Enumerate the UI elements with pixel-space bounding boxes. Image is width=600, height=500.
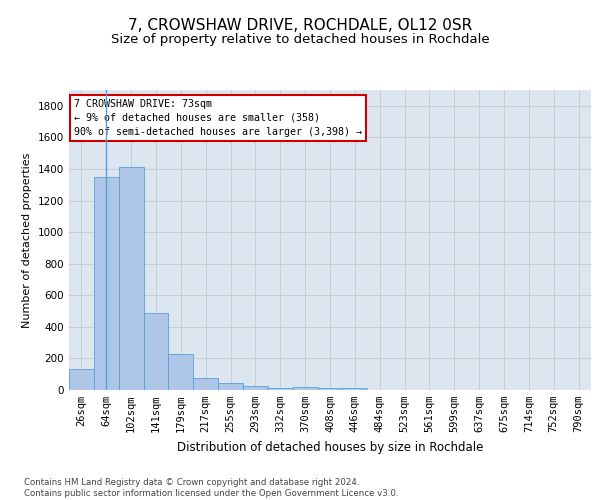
Text: 7, CROWSHAW DRIVE, ROCHDALE, OL12 0SR: 7, CROWSHAW DRIVE, ROCHDALE, OL12 0SR xyxy=(128,18,472,32)
Bar xyxy=(293,387,317,390)
Bar xyxy=(169,354,193,390)
Text: Contains HM Land Registry data © Crown copyright and database right 2024.
Contai: Contains HM Land Registry data © Crown c… xyxy=(24,478,398,498)
Bar xyxy=(243,386,268,390)
Text: 7 CROWSHAW DRIVE: 73sqm
← 9% of detached houses are smaller (358)
90% of semi-de: 7 CROWSHAW DRIVE: 73sqm ← 9% of detached… xyxy=(74,99,362,137)
Bar xyxy=(69,370,94,390)
Bar xyxy=(119,168,143,390)
Text: Size of property relative to detached houses in Rochdale: Size of property relative to detached ho… xyxy=(110,32,490,46)
Bar xyxy=(218,383,243,390)
Bar xyxy=(343,388,367,390)
Bar xyxy=(143,312,169,390)
X-axis label: Distribution of detached houses by size in Rochdale: Distribution of detached houses by size … xyxy=(177,440,483,454)
Bar xyxy=(317,388,343,390)
Bar xyxy=(94,177,119,390)
Bar xyxy=(268,388,293,390)
Y-axis label: Number of detached properties: Number of detached properties xyxy=(22,152,32,328)
Bar xyxy=(193,378,218,390)
